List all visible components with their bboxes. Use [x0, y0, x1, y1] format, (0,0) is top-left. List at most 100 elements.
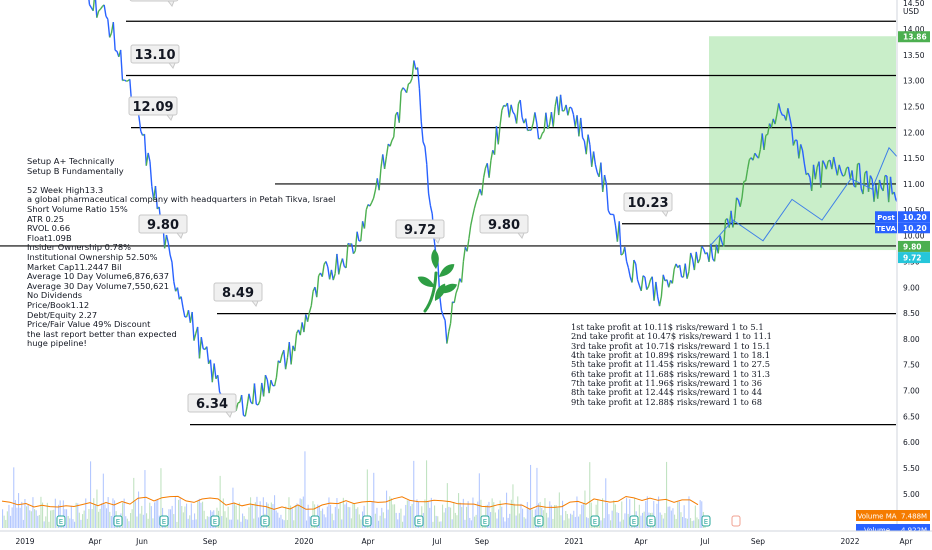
volume-bar: [306, 520, 308, 528]
price-segment: [402, 87, 406, 91]
volume-bar: [389, 496, 391, 528]
price-segment: [679, 264, 683, 277]
axis-tag-value: 10.20: [903, 213, 927, 222]
price-segment: [378, 168, 382, 191]
volume-bar: [470, 520, 472, 528]
volume-bar: [77, 503, 79, 528]
label-box-bg: [128, 96, 178, 116]
price-segment: [140, 130, 144, 136]
axis-tag-prefix: Post: [877, 214, 895, 222]
volume-bar: [259, 501, 261, 528]
volume-bar: [398, 512, 400, 528]
price-segment: [471, 208, 476, 217]
price-segment: [105, 15, 109, 20]
leaf-sprout-icon: [417, 249, 458, 313]
volume-bar: [386, 490, 388, 528]
volume-bar: [341, 519, 343, 528]
volume-bar: [432, 521, 434, 528]
level-label-text: 8.49: [222, 286, 254, 301]
volume-bar: [355, 508, 357, 528]
price-segment: [774, 114, 778, 125]
price-segment: [409, 77, 413, 84]
price-segment: [470, 216, 474, 226]
volume-bar: [384, 518, 386, 528]
volume-bar: [110, 515, 112, 528]
price-segment: [605, 184, 609, 211]
price-segment: [103, 4, 107, 17]
price-segment: [690, 252, 694, 260]
volume-bar: [304, 451, 306, 528]
volume-bar: [226, 517, 228, 528]
volume-bar: [232, 487, 234, 528]
volume-bar: [146, 513, 148, 528]
E-badge-icon: [414, 515, 424, 527]
price-segment: [165, 234, 169, 244]
volume-bar: [285, 506, 287, 528]
price-segment: [820, 160, 824, 188]
price-segment: [838, 164, 842, 172]
price-segment: [490, 150, 494, 161]
level-label-box: 13.10: [130, 44, 180, 69]
label-box-pointer: [167, 62, 176, 69]
price-axis-tick: 7.00: [903, 387, 920, 396]
volume-bar: [354, 504, 356, 528]
volume-bar: [141, 505, 143, 528]
price-segment: [279, 354, 283, 364]
price-segment: [283, 350, 287, 370]
volume-bar: [299, 498, 301, 528]
price-segment: [527, 129, 530, 132]
price-segment: [710, 243, 714, 259]
volume-bar: [557, 507, 559, 528]
price-segment: [746, 159, 751, 170]
price-segment: [627, 267, 631, 278]
price-segment: [785, 108, 789, 121]
price-segment: [668, 280, 672, 288]
volume-bar: [510, 499, 512, 528]
volume-bar: [494, 512, 496, 528]
price-segment: [217, 375, 221, 393]
volume-bar: [2, 509, 4, 528]
price-segment: [123, 79, 127, 82]
earnings-marker: E: [56, 515, 66, 527]
volume-bar: [682, 516, 684, 528]
volume-bar: [434, 505, 436, 528]
price-segment: [360, 221, 364, 242]
volume-bar: [101, 503, 103, 528]
price-segment: [765, 133, 769, 136]
volume-bar: [72, 519, 74, 528]
level-label-box: 6.34: [187, 393, 237, 418]
price-axis-tick: 7.50: [903, 361, 920, 370]
price-segment: [646, 286, 650, 291]
volume-bar: [112, 498, 114, 528]
price-segment: [613, 214, 617, 227]
volume-bar: [144, 470, 146, 528]
volume-bar: [550, 505, 552, 528]
price-segment: [338, 264, 342, 275]
price-segment: [418, 88, 422, 122]
volume-bar: [666, 461, 668, 528]
volume-bar: [629, 499, 631, 528]
price-segment: [847, 166, 851, 179]
volume-bar: [546, 512, 548, 528]
price-segment: [457, 278, 461, 288]
volume-bar: [454, 512, 456, 528]
price-segment: [693, 251, 697, 271]
volume-bar: [219, 475, 221, 528]
volume-bar: [514, 503, 516, 528]
volume-bar: [234, 502, 236, 528]
volume-bar: [307, 504, 309, 528]
axis-price-tag: TEVA 10.20: [875, 222, 930, 234]
price-segment: [695, 251, 699, 264]
price-segment: [840, 171, 844, 177]
volume-bar: [102, 473, 104, 528]
volume-bar: [520, 503, 522, 528]
price-segment: [620, 253, 624, 256]
volume-bar: [138, 491, 140, 528]
volume-bar: [338, 508, 340, 528]
level-label-box: 12.09: [128, 96, 178, 121]
volume-bar: [525, 518, 527, 528]
volume-bar: [194, 513, 196, 528]
time-axis-tick: Jun: [135, 537, 148, 546]
price-segment: [246, 393, 250, 407]
